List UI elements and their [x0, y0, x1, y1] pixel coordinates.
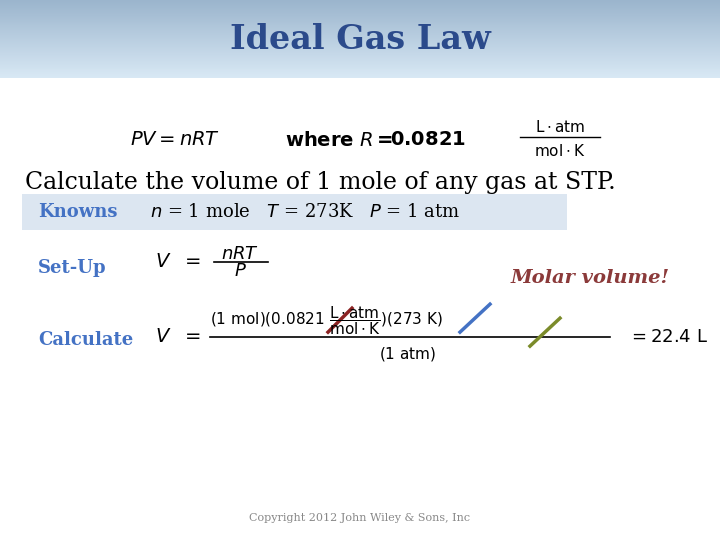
Text: $\mathrm{L \cdot atm}$: $\mathrm{L \cdot atm}$: [535, 119, 585, 135]
Polygon shape: [0, 36, 720, 37]
Polygon shape: [0, 34, 720, 35]
Polygon shape: [0, 76, 720, 77]
Polygon shape: [0, 29, 720, 30]
Polygon shape: [0, 40, 720, 41]
Bar: [22, 194, 567, 230]
Text: Copyright 2012 John Wiley & Sons, Inc: Copyright 2012 John Wiley & Sons, Inc: [249, 513, 471, 523]
Text: $(1\ \mathrm{mol})(0.0821\ \dfrac{\mathrm{L \cdot atm}}{\mathrm{mol \cdot K}})(2: $(1\ \mathrm{mol})(0.0821\ \dfrac{\mathr…: [210, 304, 443, 336]
Polygon shape: [0, 0, 720, 1]
Polygon shape: [0, 10, 720, 11]
Polygon shape: [0, 35, 720, 36]
Polygon shape: [0, 41, 720, 42]
Polygon shape: [0, 60, 720, 62]
Text: $\mathit{n}$ = 1 mole   $\mathit{T}$ = 273K   $\mathit{P}$ = 1 atm: $\mathit{n}$ = 1 mole $\mathit{T}$ = 273…: [150, 203, 460, 221]
Polygon shape: [0, 48, 720, 49]
Polygon shape: [0, 28, 720, 29]
Polygon shape: [0, 44, 720, 45]
Polygon shape: [0, 66, 720, 68]
Polygon shape: [0, 8, 720, 9]
Text: $(1\ \mathrm{atm})$: $(1\ \mathrm{atm})$: [379, 345, 437, 363]
Polygon shape: [0, 38, 720, 39]
Polygon shape: [0, 13, 720, 14]
Polygon shape: [0, 68, 720, 69]
Polygon shape: [0, 69, 720, 70]
Polygon shape: [0, 52, 720, 53]
Polygon shape: [0, 5, 720, 6]
Polygon shape: [0, 30, 720, 31]
Polygon shape: [0, 62, 720, 63]
Text: Knowns: Knowns: [38, 203, 117, 221]
Polygon shape: [0, 70, 720, 71]
Polygon shape: [0, 58, 720, 59]
Text: $\mathrm{mol \cdot K}$: $\mathrm{mol \cdot K}$: [534, 143, 586, 159]
Polygon shape: [0, 24, 720, 25]
Text: Molar volume!: Molar volume!: [510, 269, 670, 287]
Polygon shape: [0, 50, 720, 51]
Polygon shape: [0, 47, 720, 48]
Polygon shape: [0, 9, 720, 10]
Text: Calculate the volume of 1 mole of any gas at STP.: Calculate the volume of 1 mole of any ga…: [25, 171, 616, 194]
Polygon shape: [0, 42, 720, 43]
Polygon shape: [0, 37, 720, 38]
Text: Calculate: Calculate: [38, 331, 133, 349]
Polygon shape: [0, 18, 720, 19]
Text: $\mathbf{0.0821}$: $\mathbf{0.0821}$: [390, 131, 466, 149]
Polygon shape: [0, 71, 720, 72]
Polygon shape: [0, 11, 720, 12]
Polygon shape: [0, 57, 720, 58]
Polygon shape: [0, 75, 720, 76]
Text: $= 22.4\ \mathrm{L}$: $= 22.4\ \mathrm{L}$: [628, 328, 708, 346]
Polygon shape: [0, 77, 720, 78]
Text: Ideal Gas Law: Ideal Gas Law: [230, 23, 490, 56]
Polygon shape: [0, 33, 720, 34]
Text: $\mathit{V}\ \ =$: $\mathit{V}\ \ =$: [155, 328, 201, 346]
Polygon shape: [0, 45, 720, 46]
Text: Set-Up: Set-Up: [38, 259, 107, 277]
Polygon shape: [0, 59, 720, 60]
Polygon shape: [0, 56, 720, 57]
Polygon shape: [0, 19, 720, 21]
Polygon shape: [0, 23, 720, 24]
Polygon shape: [0, 64, 720, 65]
Polygon shape: [0, 31, 720, 32]
Polygon shape: [0, 55, 720, 56]
Text: $\mathit{nRT}$: $\mathit{nRT}$: [221, 245, 259, 263]
Polygon shape: [0, 26, 720, 28]
Polygon shape: [0, 49, 720, 50]
Polygon shape: [0, 25, 720, 26]
Polygon shape: [0, 32, 720, 33]
Polygon shape: [0, 14, 720, 15]
Polygon shape: [0, 65, 720, 66]
Polygon shape: [0, 73, 720, 75]
Polygon shape: [0, 63, 720, 64]
Polygon shape: [0, 72, 720, 73]
Polygon shape: [0, 21, 720, 22]
Polygon shape: [0, 43, 720, 44]
Polygon shape: [0, 22, 720, 23]
Polygon shape: [0, 15, 720, 16]
Polygon shape: [0, 17, 720, 18]
Polygon shape: [0, 3, 720, 4]
Polygon shape: [0, 4, 720, 5]
Polygon shape: [0, 12, 720, 13]
Text: $\mathit{P}$: $\mathit{P}$: [233, 262, 246, 280]
Polygon shape: [0, 53, 720, 54]
Polygon shape: [0, 2, 720, 3]
Polygon shape: [0, 54, 720, 55]
Polygon shape: [0, 46, 720, 47]
Text: $\mathbf{where\ }$$\mathit{R}$$\mathbf{=}$: $\mathbf{where\ }$$\mathit{R}$$\mathbf{=…: [285, 131, 393, 150]
Polygon shape: [0, 39, 720, 40]
Polygon shape: [0, 7, 720, 8]
Polygon shape: [0, 6, 720, 7]
Polygon shape: [0, 16, 720, 17]
Text: $\mathit{V}\ \ =$: $\mathit{V}\ \ =$: [155, 253, 201, 271]
Text: $\mathit{PV} = \mathit{nRT}$: $\mathit{PV} = \mathit{nRT}$: [130, 131, 220, 149]
Polygon shape: [0, 1, 720, 2]
Polygon shape: [0, 51, 720, 52]
